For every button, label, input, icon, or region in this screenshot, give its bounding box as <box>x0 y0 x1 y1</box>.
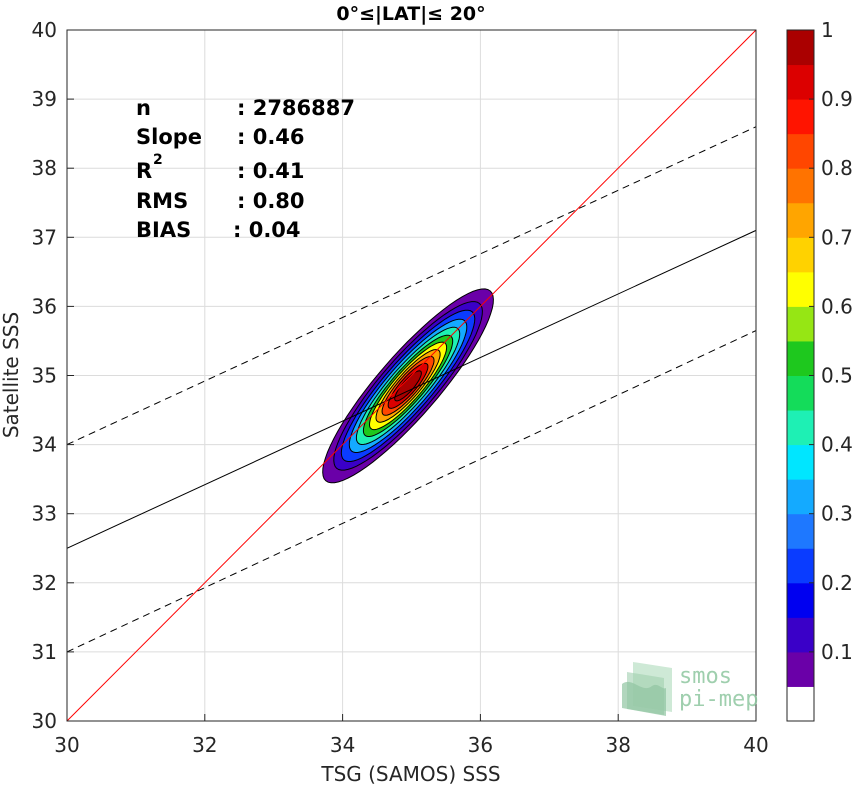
identity-line <box>67 30 756 721</box>
stat-slope-label: Slope <box>136 125 202 149</box>
stat-slope-value: : 0.46 <box>237 125 305 149</box>
colorbar-tick-label: 0.2 <box>821 571 853 595</box>
y-tick-label: 35 <box>32 364 57 388</box>
colorbar-tick-label: 0.5 <box>821 364 853 388</box>
logo-smos-text: smos <box>679 664 732 689</box>
colorbar-bin <box>787 513 814 549</box>
colorbar-bin <box>787 479 814 515</box>
wave-logo-icon <box>622 662 672 716</box>
x-tick-label: 38 <box>605 733 630 757</box>
colorbar-bin <box>787 582 814 618</box>
colorbar-bin <box>787 410 814 446</box>
colorbar-bin <box>787 686 814 722</box>
x-tick-label: 40 <box>743 733 768 757</box>
x-tick-label: 36 <box>468 733 493 757</box>
colorbar-bin <box>787 444 814 480</box>
stats-box: n : 2786887 Slope : 0.46 R 2 : 0.41 RMS … <box>136 96 355 242</box>
colorbar-bin <box>787 64 814 100</box>
stat-n-value: : 2786887 <box>237 96 355 120</box>
x-axis-label: TSG (SAMOS) SSS <box>320 762 500 786</box>
colorbar-tick-label: 0.3 <box>821 502 853 526</box>
colorbar-bin <box>787 617 814 653</box>
y-tick-label: 36 <box>32 294 57 318</box>
colorbar <box>787 30 814 722</box>
stat-bias-value: : 0.04 <box>233 218 301 242</box>
logo-pimep-text: pi-mep <box>679 687 758 712</box>
stat-n-label: n <box>136 96 151 120</box>
y-tick-label: 38 <box>32 156 57 180</box>
stat-bias-label: BIAS <box>136 218 191 242</box>
y-tick-label: 37 <box>32 225 57 249</box>
colorbar-bin <box>787 651 814 687</box>
colorbar-tick-label: 0.7 <box>821 225 853 249</box>
regression-line <box>67 229 756 549</box>
stat-r2-superscript: 2 <box>153 152 163 168</box>
y-tick-label: 31 <box>32 640 57 664</box>
colorbar-bin <box>787 30 814 66</box>
reference-lines <box>67 30 756 721</box>
smos-pimep-logo: smos pi-mep <box>622 662 758 716</box>
y-axis-label: Satellite SSS <box>0 312 23 438</box>
y-tick-label: 32 <box>32 571 57 595</box>
stat-rms-label: RMS <box>136 189 188 213</box>
colorbar-tick-label: 0.9 <box>821 87 853 111</box>
y-tick-label: 30 <box>32 709 57 733</box>
colorbar-tick-label: 0.6 <box>821 294 853 318</box>
colorbar-bin <box>787 271 814 307</box>
stat-rms-value: : 0.80 <box>237 189 305 213</box>
density-contour-peak <box>394 370 422 402</box>
colorbar-bin <box>787 168 814 204</box>
colorbar-tick-label: 0.1 <box>821 640 853 664</box>
colorbar-ticks: 0.1 0.2 0.3 0.4 0.5 0.6 0.7 0.8 0.9 1 <box>809 18 853 664</box>
x-tick-label: 32 <box>192 733 217 757</box>
y-axis-ticks: 30 31 32 33 34 35 36 37 38 39 40 <box>32 18 74 733</box>
x-tick-label: 34 <box>330 733 355 757</box>
stat-r2-label: R <box>136 159 152 183</box>
colorbar-bin <box>787 375 814 411</box>
colorbar-tick-label: 1 <box>821 18 834 42</box>
stat-r2-value: : 0.41 <box>237 159 305 183</box>
y-tick-label: 34 <box>32 433 57 457</box>
x-tick-label: 30 <box>54 733 79 757</box>
colorbar-bin <box>787 99 814 135</box>
colorbar-tick-label: 0.8 <box>821 156 853 180</box>
colorbar-tick-label: 0.4 <box>821 433 853 457</box>
lower-bound-dashed-line <box>67 330 756 653</box>
colorbar-bin <box>787 237 814 273</box>
y-tick-label: 39 <box>32 87 57 111</box>
upper-bound-dashed-line <box>67 126 756 446</box>
y-tick-label: 40 <box>32 18 57 42</box>
colorbar-bin <box>787 548 814 584</box>
x-axis-ticks: 30 32 34 36 38 40 <box>54 714 769 757</box>
colorbar-bin <box>787 202 814 238</box>
colorbar-bin <box>787 133 814 169</box>
colorbar-bin <box>787 306 814 342</box>
chart-title: 0°≤|LAT|≤ 20° <box>336 3 485 25</box>
colorbar-bin <box>787 340 814 376</box>
density-contours <box>322 288 494 484</box>
y-tick-label: 33 <box>32 502 57 526</box>
